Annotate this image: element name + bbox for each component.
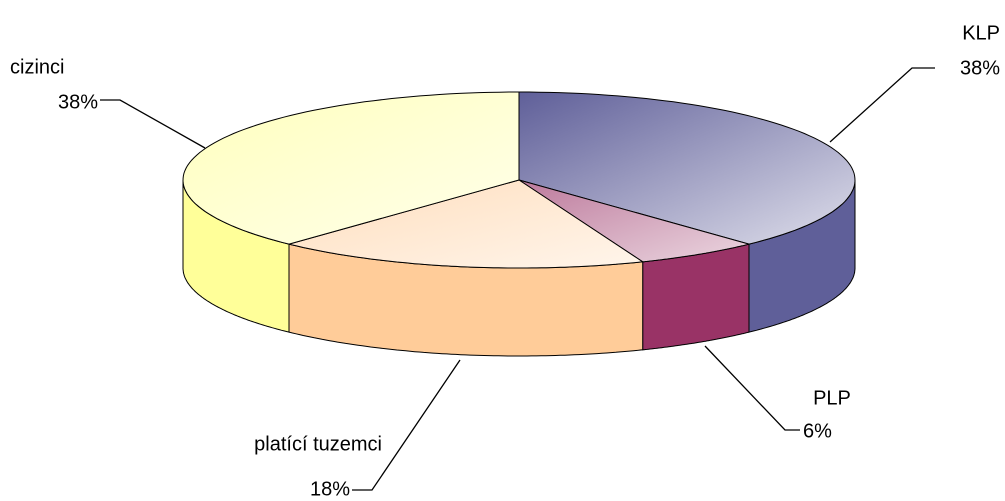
pie-tops	[182, 91, 856, 269]
slice-label: KLP	[962, 22, 1000, 44]
slice-value-label: 38%	[58, 91, 98, 113]
slice-label: PLP	[813, 387, 851, 409]
slice-value-label: 38%	[960, 57, 1000, 79]
leader-line	[829, 67, 935, 143]
slice	[518, 91, 856, 245]
pie-sides	[182, 180, 856, 357]
leader-line	[100, 99, 206, 149]
slice	[518, 179, 751, 263]
leader-line	[704, 345, 800, 431]
slice	[287, 179, 645, 269]
slice-label: cizinci	[10, 56, 64, 78]
slice-label: platící tuzemci	[254, 433, 382, 455]
leader-lines	[100, 67, 935, 491]
leader-line	[352, 359, 461, 491]
slice-value-label: 6%	[803, 420, 832, 442]
slice	[182, 91, 520, 245]
slice-value-label: 18%	[310, 478, 350, 500]
